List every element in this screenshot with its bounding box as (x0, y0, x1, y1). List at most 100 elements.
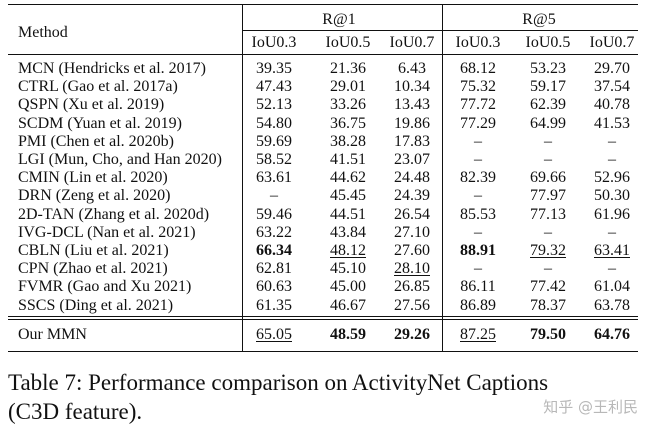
table-cell: 75.32 (460, 78, 496, 96)
table-cell: 64.99 (530, 114, 566, 132)
table-cell: 61.35 (256, 296, 292, 314)
table-cell: 63.78 (594, 296, 630, 314)
table-cell: 62.39 (530, 96, 566, 114)
method-name: DRN (Zeng et al. 2020) (18, 187, 171, 205)
table-cell: – (608, 223, 616, 241)
table-cell: 61.96 (594, 205, 630, 223)
method-name: MCN (Hendricks et al. 2017) (18, 60, 206, 77)
table-cell: 27.56 (394, 296, 430, 314)
method-name: CMIN (Lin et al. 2020) (18, 169, 168, 187)
table-cell: 60.63 (256, 278, 292, 296)
table-cell: 62.81 (256, 260, 292, 278)
method-name: CBLN (Liu et al. 2021) (18, 242, 169, 259)
table-cell: 88.91 (460, 242, 496, 259)
table-cell: 53.23 (530, 60, 566, 77)
table-cell: 86.89 (460, 296, 496, 314)
table-cell: – (608, 260, 616, 278)
table-cell: 13.43 (394, 96, 430, 114)
table-cell: – (544, 151, 552, 168)
table-cell: 46.67 (330, 296, 366, 314)
method-name: CTRL (Gao et al. 2017a) (18, 78, 178, 96)
top-rule (8, 4, 638, 5)
method-name: SCDM (Yuan et al. 2019) (18, 114, 182, 132)
table-cell: 27.60 (394, 242, 430, 259)
header-rule (8, 54, 638, 55)
table-cell: 69.66 (530, 169, 566, 187)
table-cell: – (474, 151, 482, 168)
table-cell: 43.84 (330, 223, 366, 241)
table-cell: 6.43 (398, 60, 426, 77)
table-cell: 77.97 (530, 187, 566, 205)
table-cell: 68.12 (460, 60, 496, 77)
table-cell: 59.46 (256, 205, 292, 223)
table-cell: 59.69 (256, 132, 292, 150)
method-header: Method (18, 24, 68, 41)
table-cell: 45.10 (330, 260, 366, 278)
method-name: PMI (Chen et al. 2020b) (18, 132, 174, 150)
table-cell: 26.85 (394, 278, 430, 296)
table-cell: – (544, 260, 552, 278)
ours-rule-2 (8, 319, 638, 320)
table-cell: 61.04 (594, 278, 630, 296)
table-cell: 48.12 (330, 242, 366, 259)
table-cell: 45.45 (330, 187, 366, 205)
ours-cell: 29.26 (394, 326, 430, 343)
table-cell: 54.80 (256, 114, 292, 132)
table-cell: 10.34 (394, 78, 430, 96)
table-cell: 82.39 (460, 169, 496, 187)
bottom-rule (8, 351, 638, 352)
table-cell: 47.43 (256, 78, 292, 96)
table-cell: – (474, 223, 482, 241)
r5-group-rule (442, 30, 638, 31)
method-name: 2D-TAN (Zhang et al. 2020d) (18, 205, 210, 223)
table-cell: 40.78 (594, 96, 630, 114)
caption-line-2: (C3D feature). (8, 399, 143, 424)
ours-cell: 48.59 (330, 326, 366, 343)
subcolumn-header: IoU0.5 (325, 34, 371, 51)
table-cell: 24.48 (394, 169, 430, 187)
results-table: Method R@1 R@5 IoU0.3 IoU0.5 IoU0.7 IoU0.3 I… (8, 4, 638, 356)
method-name: CPN (Zhao et al. 2021) (18, 260, 168, 278)
table-cell: 45.00 (330, 278, 366, 296)
subcolumn-header: IoU0.3 (455, 34, 501, 51)
method-name: IVG-DCL (Nan et al. 2021) (18, 223, 196, 241)
table-cell: 28.10 (394, 260, 430, 278)
table-cell: – (608, 132, 616, 150)
table-cell: – (544, 223, 552, 241)
table-cell: 59.17 (530, 78, 566, 96)
table-cell: 33.26 (330, 96, 366, 114)
table-cell: 86.11 (460, 278, 496, 296)
table-cell: 52.13 (256, 96, 292, 114)
ours-method-name: Our MMN (18, 326, 87, 343)
table-cell: 29.70 (594, 60, 630, 77)
table-cell: 38.28 (330, 132, 366, 150)
table-cell: 21.36 (330, 60, 366, 77)
subcolumn-header: IoU0.7 (389, 34, 435, 51)
subcolumn-header: IoU0.7 (589, 34, 635, 51)
r1-group-header: R@1 (322, 11, 356, 28)
table-cell: 26.54 (394, 205, 430, 223)
table-cell: – (474, 187, 482, 205)
table-cell: 63.41 (594, 242, 630, 259)
table-cell: 41.51 (330, 151, 366, 168)
table-cell: 63.61 (256, 169, 292, 187)
method-name: QSPN (Xu et al. 2019) (18, 96, 165, 114)
table-cell: 66.34 (256, 242, 292, 259)
caption-line-1: Table 7: Performance comparison on Activ… (8, 370, 549, 395)
ours-cell: 65.05 (256, 326, 292, 343)
table-cell: 52.96 (594, 169, 630, 187)
group-separator (442, 4, 443, 352)
table-cell: 44.51 (330, 205, 366, 223)
table-cell: 58.52 (256, 151, 292, 168)
table-cell: 41.53 (594, 114, 630, 132)
subcolumn-header: IoU0.3 (251, 34, 297, 51)
table-cell: 50.30 (594, 187, 630, 205)
table-cell: 39.35 (256, 60, 292, 77)
ours-cell: 79.50 (530, 326, 566, 343)
table-cell: 23.07 (394, 151, 430, 168)
table-cell: – (474, 132, 482, 150)
table-cell: – (474, 260, 482, 278)
table-cell: 63.22 (256, 223, 292, 241)
table-cell: 37.54 (594, 78, 630, 96)
ours-cell: 87.25 (460, 326, 496, 343)
